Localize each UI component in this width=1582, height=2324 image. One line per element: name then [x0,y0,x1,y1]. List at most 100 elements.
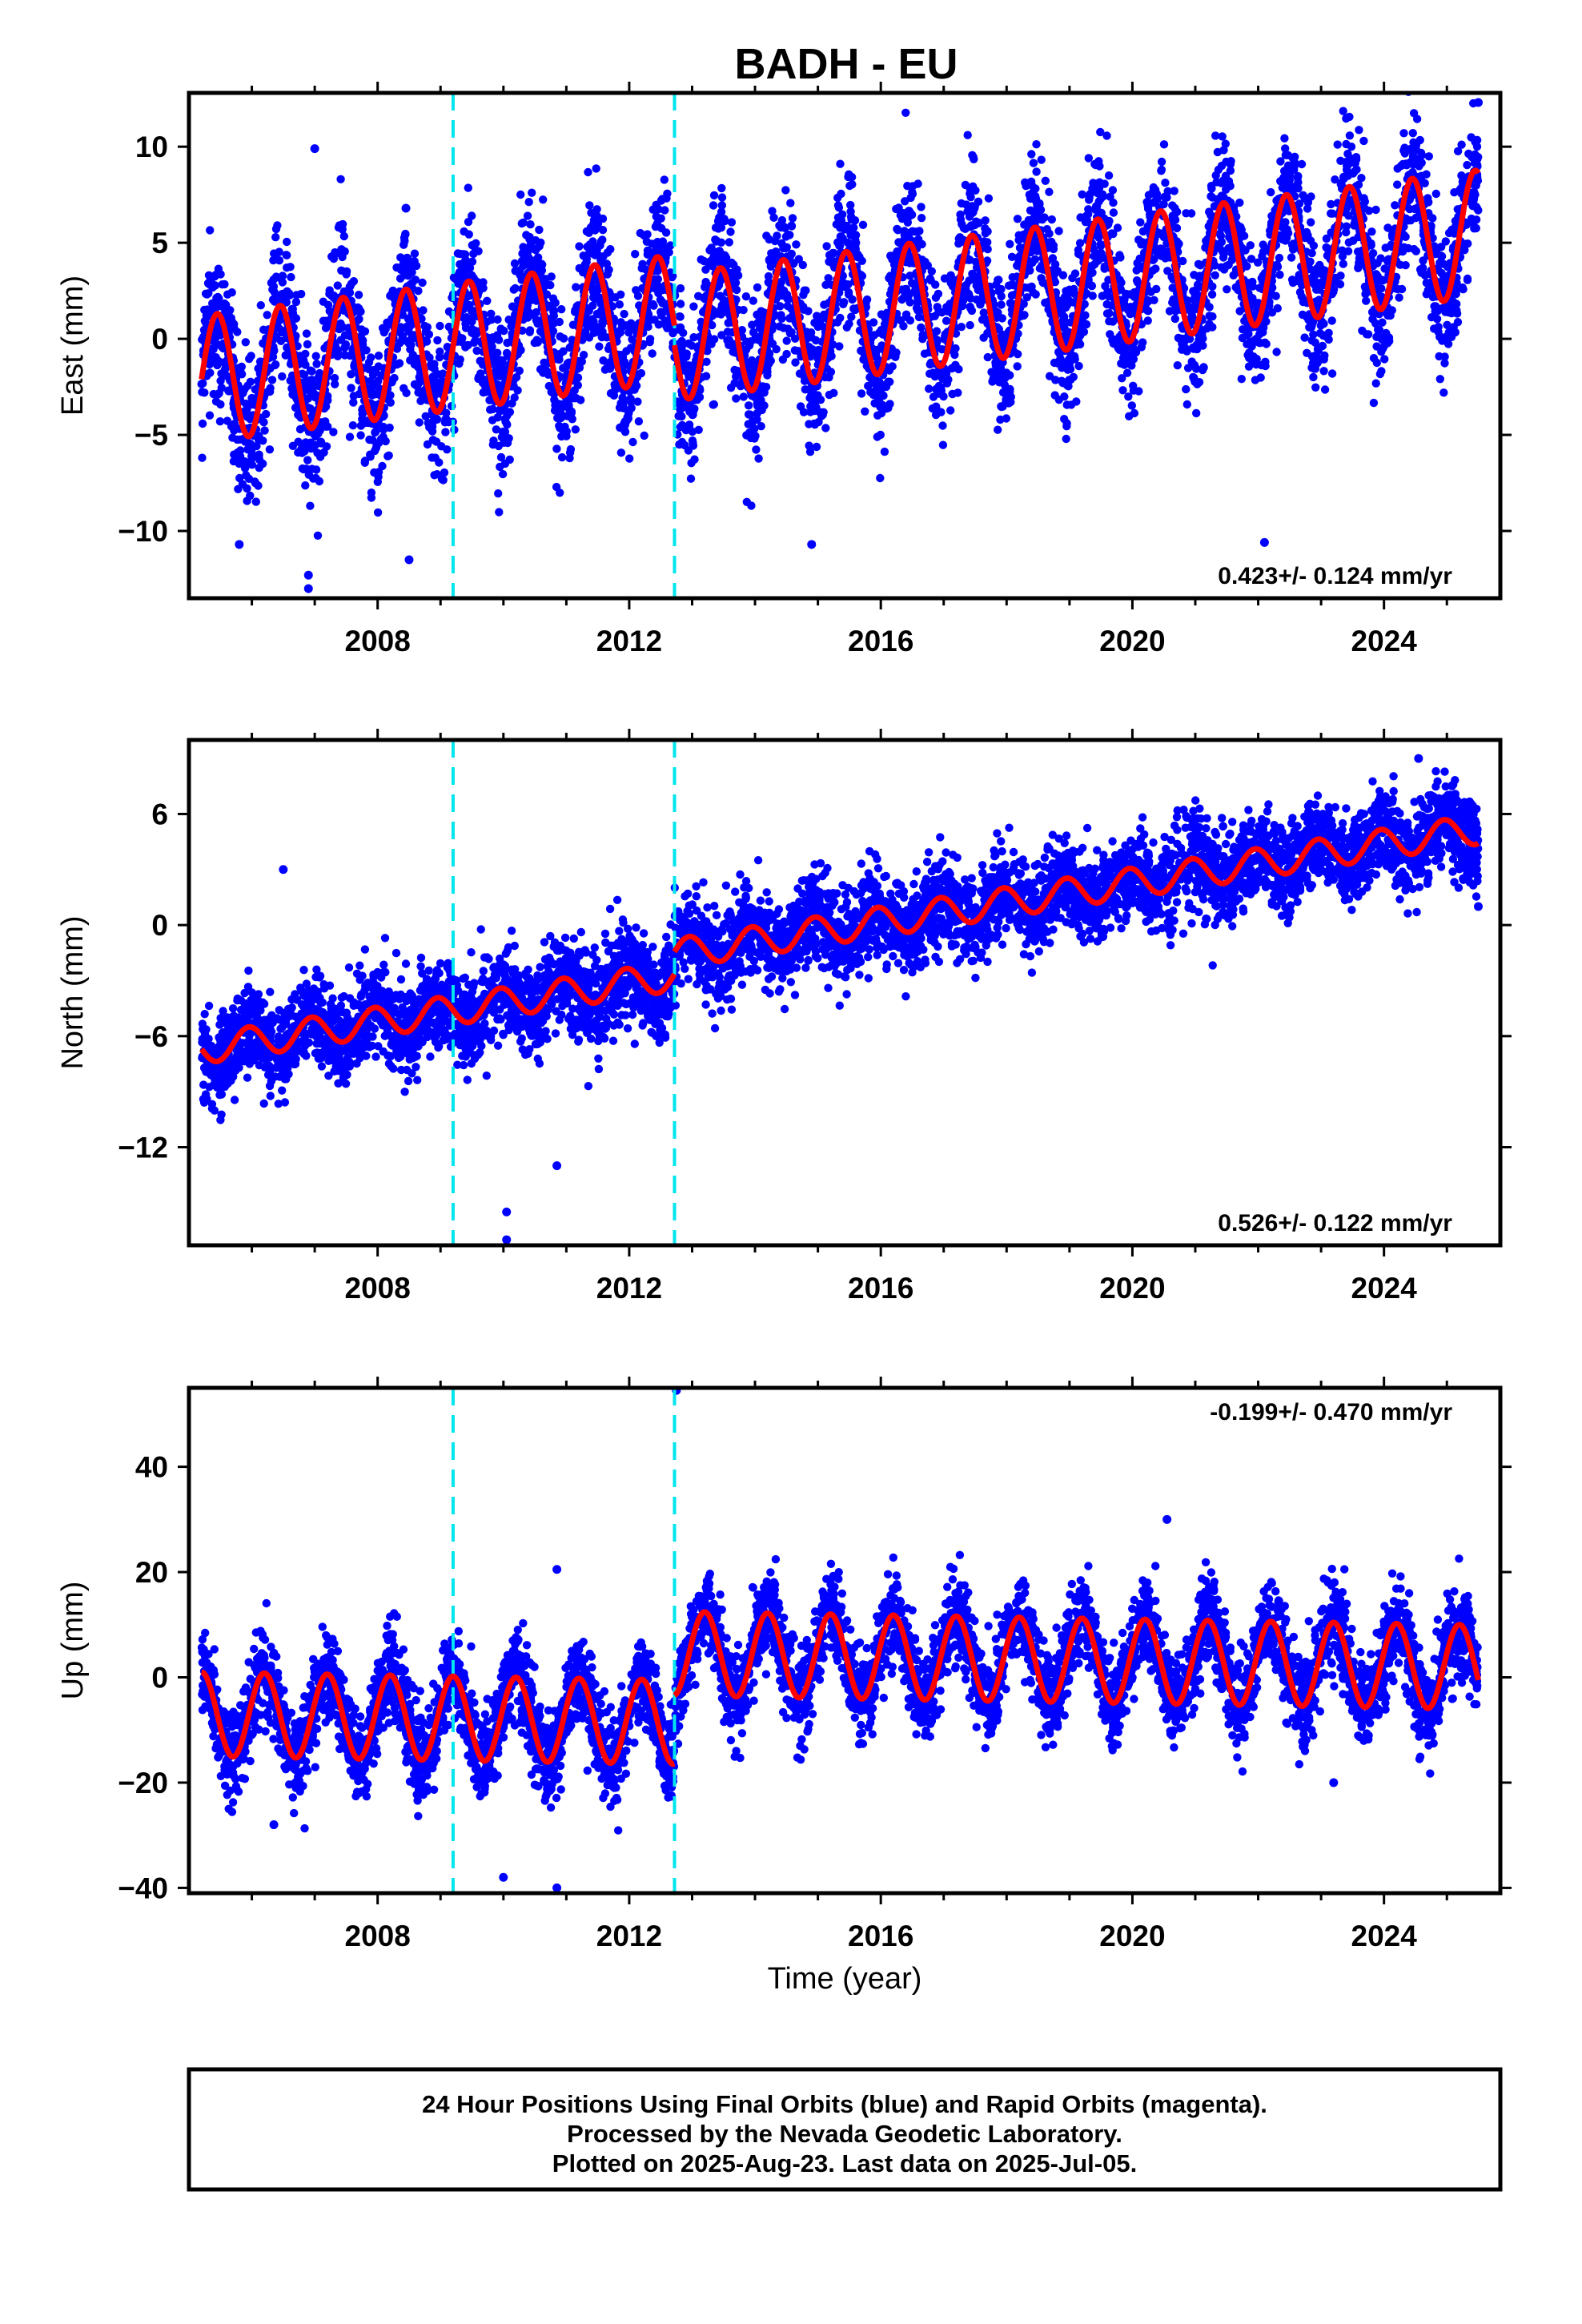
data-point [813,354,822,363]
data-point [242,471,251,480]
data-point [717,331,726,340]
data-point [1192,408,1201,418]
data-point [535,260,544,269]
data-point [967,306,977,316]
data-point [1259,323,1268,332]
data-point [1338,246,1347,255]
data-point [700,256,709,266]
data-point [511,283,520,293]
data-point [229,456,239,466]
data-point [1093,179,1102,188]
data-point [283,263,291,272]
data-point [1072,397,1081,406]
data-point [1008,273,1017,282]
data-point [367,353,375,362]
data-point [1217,237,1227,247]
data-point [1319,331,1328,340]
data-point [535,225,544,235]
data-point [1182,400,1192,409]
data-point [263,311,271,320]
data-point [430,471,439,480]
data-point [812,442,821,452]
data-point [1357,174,1366,183]
data-point [1060,292,1070,301]
data-point [524,198,533,207]
data-point [410,360,420,369]
data-point [640,431,648,440]
data-point [1190,295,1199,304]
data-point [858,220,868,229]
data-point [709,201,718,210]
data-point [741,292,751,301]
data-point [720,215,729,223]
data-point [918,335,927,344]
data-point [1423,194,1432,203]
data-point [322,316,331,325]
data-point [348,421,358,430]
data-point [415,418,424,427]
data-point [1305,323,1314,332]
data-point [1440,352,1449,361]
data-point [861,299,870,308]
data-point [1122,368,1132,377]
data-point [1362,296,1371,305]
data-point [1311,383,1320,392]
data-point [211,397,221,406]
data-point [266,384,275,392]
data-point [971,257,981,267]
data-point [926,369,934,378]
data-point [255,464,263,472]
data-point [834,203,844,212]
data-point [303,456,312,464]
data-point [338,225,347,234]
data-point [1378,344,1387,353]
data-point [272,249,281,258]
data-point [762,231,771,240]
data-point [642,237,652,246]
data-point [345,288,355,297]
data-point [1058,364,1066,372]
data-point [332,345,342,354]
data-point [739,392,748,401]
data-point [493,413,502,422]
data-point [339,231,348,241]
data-point [260,426,269,435]
data-point [492,350,500,360]
data-point [1137,343,1146,352]
data-point [928,404,938,413]
data-point [336,175,345,183]
data-point [287,272,295,282]
data-point [460,227,468,236]
data-point [870,379,880,388]
data-point [852,239,861,247]
data-point [1436,251,1446,260]
data-point [1343,149,1352,159]
data-point [498,469,508,479]
data-point [981,314,990,324]
data-point [901,312,911,321]
data-point [688,427,697,436]
data-point [599,356,608,365]
data-point [1307,192,1315,201]
data-point [1096,127,1105,137]
data-point [354,291,363,300]
data-point [1129,386,1138,395]
data-point [243,381,252,390]
data-point [366,376,375,386]
data-point [1408,151,1418,161]
data-point [1218,132,1227,141]
data-point [1287,253,1296,262]
data-point [950,350,959,360]
data-point [813,391,822,400]
data-point [1361,290,1370,299]
data-point [1442,305,1452,314]
data-point [1007,291,1017,300]
data-point [1183,364,1193,372]
data-point [1040,213,1049,222]
data-point [313,448,322,457]
data-point [1019,311,1028,320]
data-point [839,300,848,308]
data-point [408,279,416,287]
data-point [383,452,392,460]
data-point [763,368,772,376]
